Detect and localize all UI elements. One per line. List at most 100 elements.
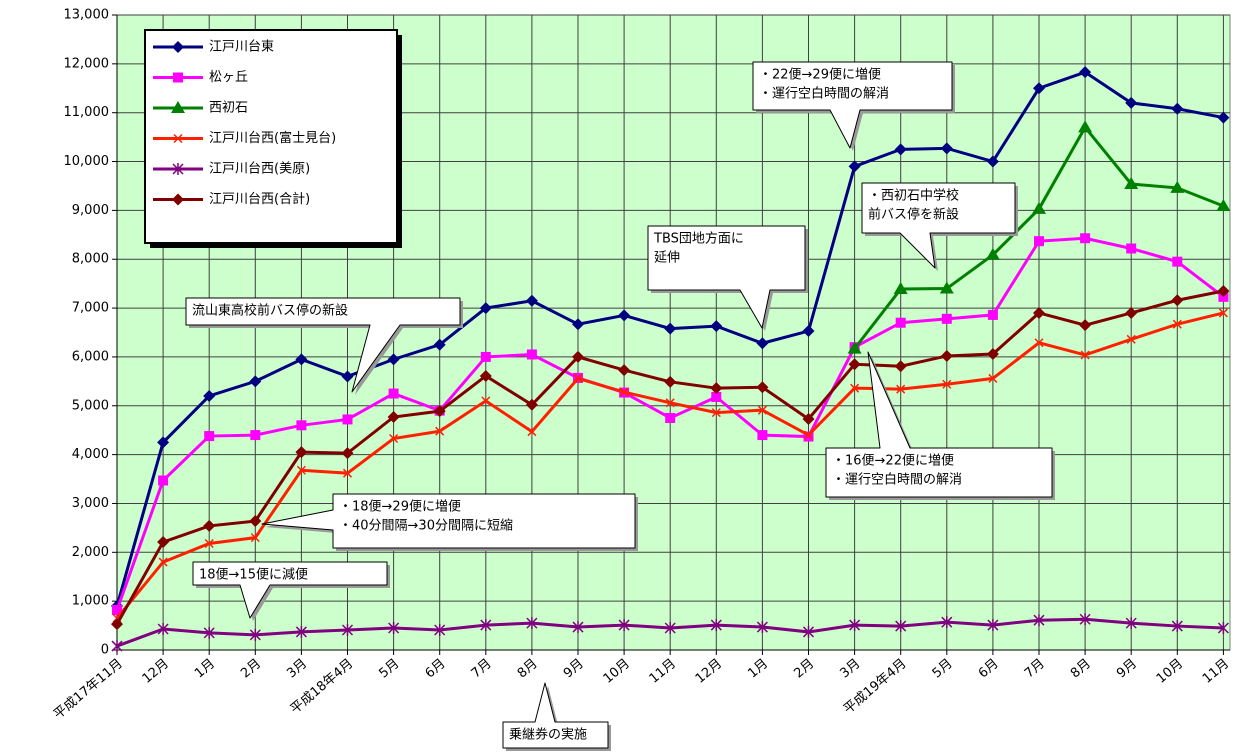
annotation-text: ・運行空白時間の解消 <box>832 472 962 488</box>
x-tick-label: 3月 <box>837 656 863 681</box>
marker <box>158 475 169 486</box>
marker <box>173 72 183 83</box>
annotation-text: ・22便→29便に増便 <box>759 68 881 83</box>
marker <box>296 420 307 431</box>
marker <box>341 447 354 460</box>
marker <box>619 387 629 397</box>
callout <box>185 297 461 393</box>
marker <box>618 309 631 322</box>
marker <box>1125 96 1138 109</box>
callout <box>192 561 388 619</box>
marker <box>802 625 815 638</box>
x-tick-label: 2月 <box>238 656 264 681</box>
marker <box>1172 319 1182 329</box>
marker <box>941 616 953 629</box>
marker <box>664 622 676 635</box>
marker <box>988 373 998 383</box>
x-tick-label: 10月 <box>1154 656 1186 686</box>
marker <box>387 353 400 366</box>
marker <box>480 619 492 632</box>
marker <box>295 625 307 638</box>
legend <box>144 29 398 244</box>
callout <box>825 351 1053 498</box>
marker <box>111 640 123 653</box>
y-tick-label: 7,000 <box>72 301 109 316</box>
marker <box>1217 284 1230 297</box>
marker <box>157 536 170 549</box>
marker <box>111 618 123 631</box>
marker <box>203 519 216 532</box>
annotation-text: 乗継券の実施 <box>509 727 587 743</box>
marker <box>987 309 998 320</box>
marker <box>526 617 538 630</box>
marker <box>985 247 1000 260</box>
marker <box>1171 294 1184 307</box>
marker <box>250 430 261 441</box>
marker <box>664 375 677 388</box>
marker <box>435 426 445 436</box>
y-tick-label: 4,000 <box>72 447 109 462</box>
x-tick-label: 5月 <box>376 656 402 681</box>
callout <box>861 182 1016 269</box>
marker <box>296 465 306 475</box>
marker <box>433 338 446 351</box>
marker <box>895 317 906 328</box>
marker <box>172 193 184 206</box>
marker <box>388 622 400 635</box>
x-tick-label: 12月 <box>140 656 172 686</box>
marker <box>894 360 907 373</box>
marker <box>1033 614 1045 627</box>
marker <box>1080 350 1090 360</box>
marker <box>1125 617 1137 630</box>
marker <box>250 533 260 543</box>
marker <box>1170 180 1185 193</box>
marker <box>1171 102 1184 115</box>
marker <box>618 619 630 632</box>
marker <box>295 353 308 366</box>
marker <box>848 160 861 173</box>
marker <box>295 446 308 459</box>
y-tick-label: 0 <box>101 643 109 658</box>
x-tick-label: 12月 <box>693 656 725 686</box>
marker <box>389 433 399 444</box>
marker <box>1034 236 1044 247</box>
x-tick-label: 平成17年11月 <box>51 656 126 722</box>
marker <box>802 325 815 338</box>
marker <box>893 282 908 295</box>
marker <box>664 322 677 335</box>
marker <box>249 628 261 641</box>
marker <box>527 427 537 437</box>
marker <box>1171 620 1183 633</box>
marker <box>387 411 400 424</box>
marker <box>157 622 169 635</box>
marker <box>572 350 584 363</box>
marker <box>204 431 215 442</box>
x-tick-label: 8月 <box>515 656 541 681</box>
marker <box>1078 120 1093 133</box>
x-tick-label: 9月 <box>1114 656 1140 681</box>
legend-label: 江戸川台西(美原) <box>209 162 310 177</box>
annotation-text: TBS団地方面に <box>653 231 744 247</box>
marker <box>172 41 184 53</box>
legend-label: 江戸川台西(富士見台) <box>209 130 336 146</box>
marker <box>756 381 769 394</box>
marker <box>172 163 184 175</box>
y-tick-label: 5,000 <box>72 398 109 413</box>
marker <box>1079 613 1091 626</box>
marker <box>1079 66 1092 79</box>
marker <box>894 143 907 156</box>
legend-label: 江戸川台西(合計) <box>209 191 310 207</box>
annotation-text: ・18便→29便に増便 <box>339 500 461 515</box>
legend-label: 松ヶ丘 <box>209 70 248 85</box>
y-tick-label: 10,000 <box>64 154 110 169</box>
y-tick-label: 11,000 <box>64 105 110 120</box>
marker <box>479 302 492 315</box>
marker <box>942 379 952 389</box>
marker <box>710 320 723 333</box>
marker <box>665 398 675 408</box>
callout <box>261 493 636 549</box>
marker <box>986 347 999 360</box>
marker <box>711 408 721 418</box>
marker <box>388 388 399 399</box>
marker <box>481 396 491 406</box>
